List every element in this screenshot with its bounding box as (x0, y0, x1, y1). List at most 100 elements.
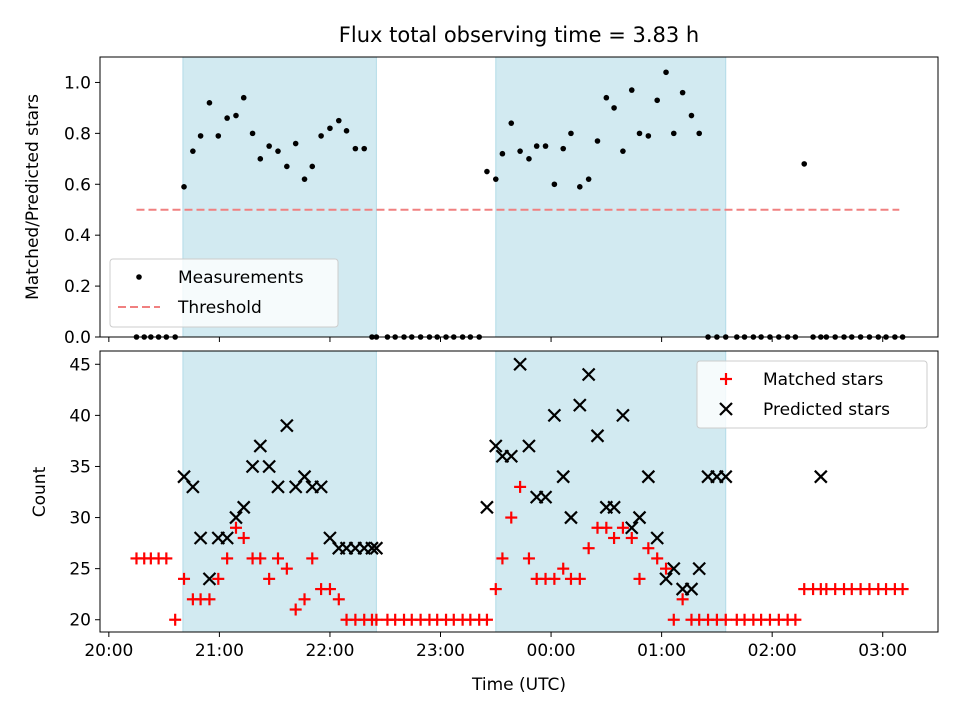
matched-star-point (548, 572, 561, 585)
matched-star-point (896, 583, 909, 596)
x-tick-label: 20:00 (84, 641, 133, 661)
top-panel: 0.0 0.2 0.4 0.6 0.8 1.0 Matched/Predicted sta… (23, 56, 939, 348)
legend-matched-marker (720, 373, 732, 385)
measurement-point (603, 94, 610, 101)
top-y-tick-label: 0.0 (64, 328, 91, 348)
predicted-star-point (504, 449, 519, 464)
matched-star-point (633, 572, 646, 585)
measurement-point (670, 130, 677, 137)
predicted-star-point (624, 520, 639, 535)
predicted-star-point (220, 531, 234, 545)
predicted-star-point (616, 408, 630, 423)
predicted-star-point (666, 561, 681, 576)
predicted-star-point (271, 480, 285, 494)
bottom-y-tick-label: 45 (69, 355, 91, 375)
matched-star-point (505, 511, 518, 524)
measurement-point (275, 148, 281, 154)
matched-star-point (237, 531, 250, 544)
predicted-star-point (314, 480, 328, 494)
measurement-point (190, 148, 196, 154)
matched-star-point (557, 562, 570, 575)
matched-star-point (608, 531, 621, 544)
chart-title: Flux total observing time = 3.83 h (339, 23, 699, 47)
matched-star-point (489, 583, 502, 596)
measurement-point (568, 130, 574, 137)
predicted-star-point (297, 469, 312, 484)
x-tick-label: 23:00 (416, 641, 465, 661)
matched-star-point (522, 552, 535, 565)
measurement-point (197, 133, 204, 139)
predicted-star-point (650, 531, 664, 545)
predicted-star-point (556, 469, 570, 484)
measurement-point (352, 145, 359, 152)
matched-star-point (221, 552, 234, 565)
bottom-legend-box (696, 360, 928, 429)
matched-star-point (667, 613, 680, 626)
matched-star-point (676, 593, 689, 606)
predicted-star-point (489, 439, 503, 453)
predicted-star-point (718, 469, 733, 484)
predicted-star-point (186, 480, 200, 494)
measurement-point (327, 125, 333, 132)
predicted-star-point (659, 572, 673, 586)
bottom-observing-interval-shade (182, 350, 377, 633)
bottom-axes-frame (99, 350, 939, 633)
measurement-point (266, 143, 272, 149)
predicted-star-point (513, 357, 527, 372)
bottom-y-tick-label: 40 (69, 406, 91, 426)
top-y-tick-label: 1.0 (64, 73, 91, 93)
measurement-point (343, 128, 350, 134)
measurement-point (233, 112, 239, 119)
predicted-star-point (262, 459, 276, 474)
matched-star-point (480, 613, 493, 626)
measurement-point (508, 120, 515, 126)
measurement-point (645, 133, 652, 139)
legend-threshold-label: Threshold (177, 298, 262, 318)
matched-star-point (616, 521, 629, 534)
matched-star-point (169, 613, 182, 626)
measurement-point (181, 184, 187, 190)
matched-star-point (370, 613, 383, 626)
top-legend: Measurements Threshold (109, 258, 339, 328)
predicted-star-point (365, 541, 379, 555)
x-tick-label: 01:00 (637, 641, 686, 661)
bottom-y-tick-label: 25 (69, 560, 91, 580)
x-tick-label: 22:00 (305, 641, 354, 661)
matched-star-point (203, 593, 216, 606)
bottom-y-tick-label: 20 (69, 611, 91, 631)
measurement-point (224, 115, 230, 121)
measurement-point (696, 130, 703, 137)
measurement-point (628, 87, 635, 93)
x-tick-label: 00:00 (527, 641, 576, 661)
matched-star-point (625, 531, 638, 544)
measurement-point (292, 140, 299, 147)
measurement-point (585, 176, 592, 182)
legend-predicted-label: Predicted stars (763, 400, 890, 420)
matched-star-point (323, 583, 336, 596)
measurement-point (688, 112, 695, 119)
measurement-point (533, 143, 540, 149)
predicted-star-point (641, 469, 656, 484)
predicted-star-point (581, 367, 596, 382)
matched-star-point (660, 562, 673, 575)
matched-star-point (280, 562, 293, 575)
predicted-star-point (480, 500, 494, 515)
measurement-point (560, 145, 567, 152)
measurement-point (499, 150, 506, 157)
predicted-star-point (538, 490, 553, 504)
measurement-point (611, 105, 617, 111)
matched-star-point (789, 613, 802, 626)
predicted-star-point (369, 541, 384, 555)
x-tick-label: 21:00 (195, 641, 244, 661)
predicted-star-point (573, 398, 587, 412)
bottom-y-tick-label: 30 (69, 509, 91, 529)
matched-star-point (306, 552, 319, 565)
top-y-axis-label: Matched/Predicted stars (23, 94, 43, 300)
measurement-point (318, 133, 324, 139)
bottom-legend: Matched stars Predicted stars (696, 360, 928, 429)
bottom-y-axis-label: Count (30, 466, 50, 517)
matched-star-point (332, 593, 345, 606)
measurement-point (335, 117, 342, 124)
matched-star-point (229, 521, 242, 534)
matched-star-point (600, 521, 613, 534)
